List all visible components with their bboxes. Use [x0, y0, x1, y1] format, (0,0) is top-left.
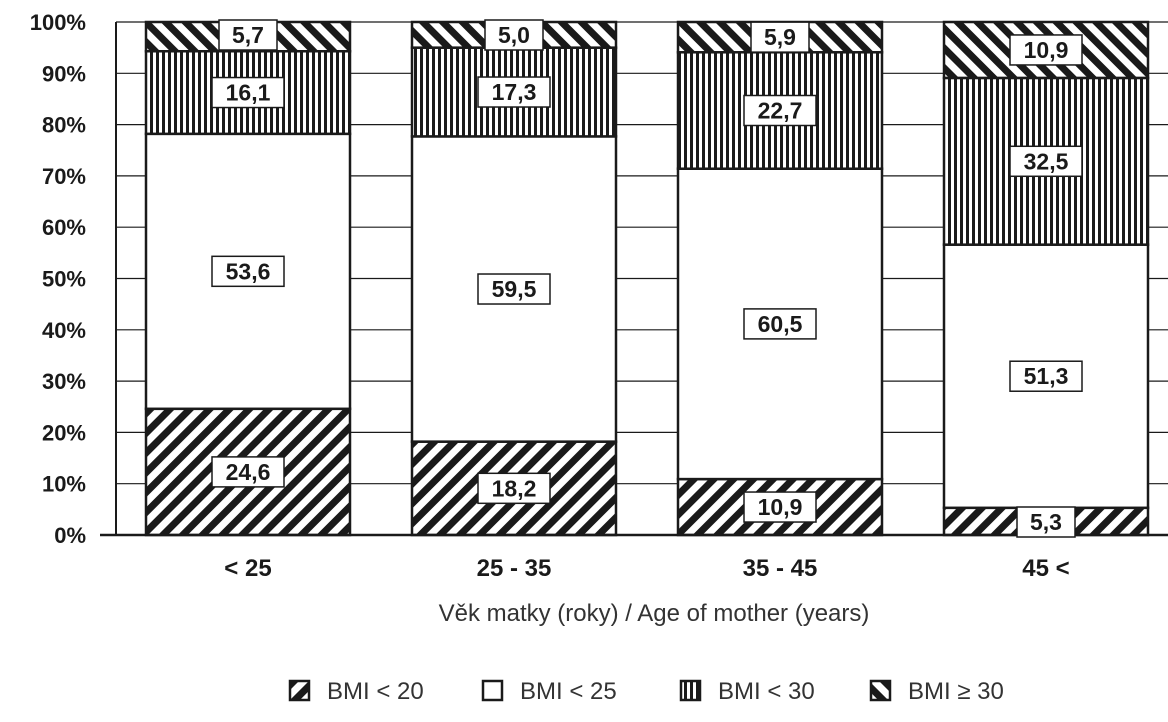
data-label: 53,6 [226, 258, 271, 284]
data-label: 32,5 [1024, 148, 1069, 174]
legend-label: BMI < 20 [327, 678, 424, 705]
data-label-box [1009, 34, 1083, 66]
x-tick-label: 25 - 35 [477, 555, 552, 582]
data-label: 59,5 [492, 276, 537, 302]
data-label-box [477, 76, 551, 108]
data-label: 17,3 [492, 79, 537, 105]
data-label-box [218, 19, 278, 51]
axes: 0% 10% 20% 30% 40% 50% 60% 70% 80% 90% 100% < 25 25 … [30, 10, 1168, 582]
data-label-box [743, 94, 817, 127]
legend: BMI < 20 BMI < 25 BMI < 30 BMI ≥ 30 [288, 678, 1004, 705]
y-tick-label: 20% [42, 420, 86, 445]
legend-label: BMI < 25 [520, 678, 617, 705]
data-label: 16,1 [226, 80, 271, 106]
data-label: 24,6 [226, 459, 271, 485]
data-label: 18,2 [492, 475, 537, 501]
data-label-box [750, 21, 810, 53]
legend-swatch-bmi-lt-25 [481, 679, 504, 702]
y-tick-label: 90% [42, 61, 86, 86]
data-label: 5,7 [232, 22, 264, 48]
data-label-box [477, 273, 551, 305]
y-tick-label: 0% [54, 523, 86, 548]
data-label-box [477, 472, 551, 505]
data-label-box [743, 491, 817, 523]
x-tick-label: 35 - 45 [743, 555, 818, 582]
data-label: 5,3 [1030, 509, 1062, 535]
data-label: 5,9 [764, 24, 796, 50]
y-tick-label: 10% [42, 472, 86, 497]
x-tick-label: 45 < [1022, 555, 1069, 582]
y-tick-label: 70% [42, 164, 86, 189]
data-labels: 24,6 53,6 16,1 5,7 18,2 59,5 17,3 5,0 10,9 60,5 22… [211, 19, 1083, 538]
data-label-box [743, 308, 817, 340]
data-label: 22,7 [758, 97, 803, 123]
data-label: 5,0 [498, 22, 530, 48]
y-tick-label: 50% [42, 267, 86, 292]
data-label: 51,3 [1024, 363, 1069, 389]
legend-swatch-bmi-ge-30 [869, 679, 892, 702]
y-tick-label: 30% [42, 369, 86, 394]
data-label-box [211, 76, 285, 109]
legend-swatch-bmi-lt-20 [288, 679, 311, 702]
y-tick-label: 40% [42, 318, 86, 343]
legend-swatch-bmi-lt-30 [679, 679, 702, 702]
x-tick-label: < 25 [224, 555, 271, 582]
data-label: 10,9 [758, 494, 803, 520]
data-label: 10,9 [1024, 37, 1069, 63]
y-tick-label: 60% [42, 215, 86, 240]
x-axis-label: Věk matky (roky) / Age of mother (years) [439, 600, 870, 627]
y-tick-label: 100% [30, 10, 86, 35]
legend-label: BMI < 30 [718, 678, 815, 705]
data-label-box [484, 19, 544, 51]
data-label-box [1009, 145, 1083, 178]
data-label-box [1009, 360, 1083, 392]
data-label-box [1016, 506, 1076, 538]
data-label: 60,5 [758, 311, 803, 337]
y-tick-label: 80% [42, 113, 86, 138]
legend-label: BMI ≥ 30 [908, 678, 1004, 705]
data-label-box [211, 255, 285, 288]
data-label-box [211, 456, 285, 488]
